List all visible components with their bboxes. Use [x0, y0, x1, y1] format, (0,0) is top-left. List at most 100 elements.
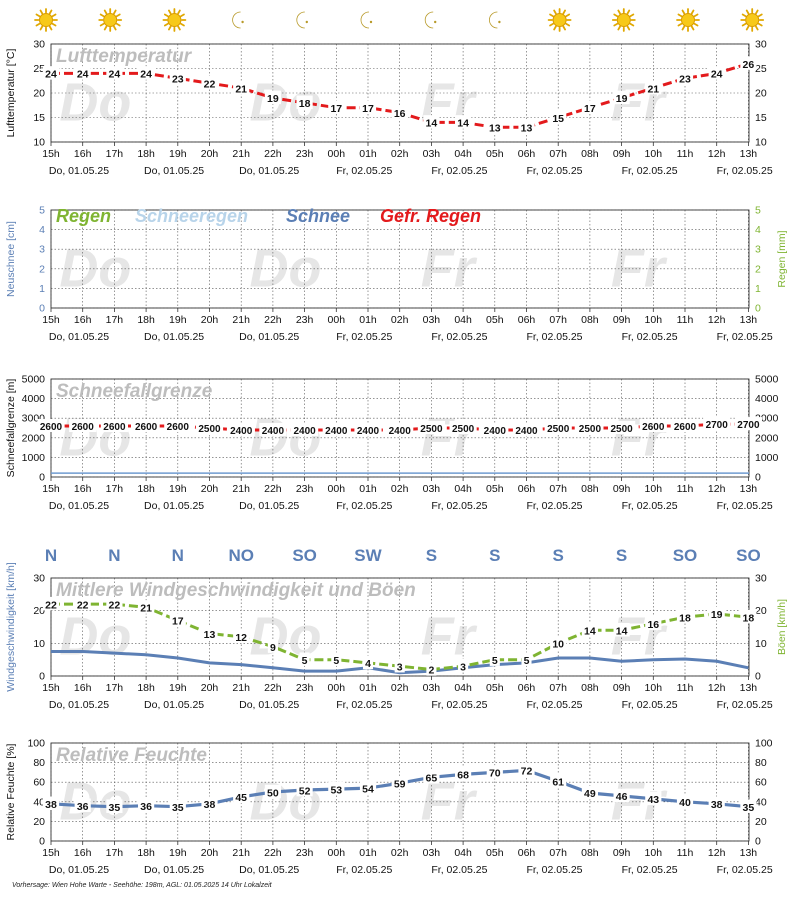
wind-direction-label: S: [426, 546, 437, 565]
x-tick-label: 06h: [518, 483, 536, 495]
sun-icon: [676, 8, 700, 32]
x-tick-label: 11h: [677, 682, 694, 694]
sun-ray: [51, 22, 57, 27]
weather-icon-row: [34, 8, 765, 32]
date-label: Do, 01.05.25: [239, 699, 299, 711]
sun-ray: [629, 13, 635, 18]
date-label: Fr, 02.05.25: [717, 500, 773, 512]
sun-ray: [163, 22, 169, 27]
sun-ray: [626, 25, 631, 31]
data-label: 35: [172, 802, 184, 814]
x-tick-label: 16h: [74, 682, 92, 694]
data-label-bg: [486, 120, 503, 134]
data-label-bg: [169, 613, 186, 627]
date-label: Do, 01.05.25: [49, 864, 109, 876]
x-tick-label: 04h: [454, 483, 472, 495]
x-tick-label: 00h: [328, 847, 346, 859]
data-label: 24: [45, 69, 57, 81]
sun-ray: [113, 25, 117, 31]
x-tick-label: 03h: [423, 314, 441, 326]
legend-entry: Schneeregen: [135, 206, 248, 226]
y-axis-label-left: Schneefallgrenze [m]: [5, 379, 17, 478]
date-label: Do, 01.05.25: [49, 699, 109, 711]
sun-icon: [547, 8, 572, 32]
x-tick-label: 13h: [740, 682, 758, 694]
date-label: Do, 01.05.25: [144, 500, 204, 512]
data-label: 15: [552, 113, 564, 125]
data-label-bg: [613, 788, 630, 803]
data-label-bg: [233, 629, 250, 644]
legend-entry: Gefr. Regen: [380, 206, 481, 226]
sun-ray: [617, 25, 621, 31]
wind-direction-label: N: [172, 546, 184, 565]
sun-ray: [741, 13, 747, 18]
data-label: 23: [172, 74, 184, 86]
x-tick-label: 21h: [232, 483, 250, 495]
data-label-bg: [42, 596, 60, 611]
data-label: 2400: [293, 426, 316, 437]
data-label-bg: [227, 422, 255, 436]
tick-right: 0: [755, 671, 761, 683]
data-label: 23: [679, 74, 691, 86]
moon-icon: [296, 11, 308, 29]
x-tick-label: 00h: [328, 682, 346, 694]
data-label: 16: [394, 108, 406, 120]
data-label-bg: [74, 66, 91, 80]
data-label: 3: [397, 661, 403, 673]
sun-ray: [51, 13, 57, 18]
data-label-bg: [550, 110, 567, 124]
y-axis-label-left: Lufttemperatur [°C]: [5, 49, 17, 138]
data-label-bg: [417, 421, 445, 434]
x-tick-label: 15h: [42, 682, 60, 694]
tick-left: 40: [33, 796, 45, 808]
data-label-bg: [291, 422, 319, 436]
data-label-bg: [201, 75, 218, 90]
data-label: 36: [140, 801, 152, 813]
data-label-bg: [613, 623, 630, 637]
data-label-bg: [645, 791, 662, 806]
x-tick-label: 19h: [169, 148, 187, 160]
data-label: 10: [552, 639, 564, 651]
watermark-day: Do: [250, 238, 322, 298]
tick-left: 2: [39, 263, 45, 275]
sun-ray: [562, 9, 566, 15]
wind-direction-label: N: [45, 546, 57, 565]
data-label-bg: [322, 422, 350, 436]
x-tick-label: 10h: [645, 682, 663, 694]
sun-ray: [626, 9, 631, 15]
data-label: 2400: [357, 426, 380, 437]
tick-left: 10: [33, 137, 45, 149]
x-tick-label: 01h: [359, 314, 377, 326]
sun-ray: [549, 13, 555, 18]
sun-ray: [693, 13, 699, 18]
data-label: 65: [426, 773, 438, 785]
data-label: 2600: [135, 422, 158, 433]
sun-ray: [629, 22, 635, 27]
tick-left: 30: [33, 39, 45, 51]
data-label: 17: [584, 103, 596, 115]
data-label-bg: [100, 419, 128, 433]
x-tick-label: 04h: [454, 847, 472, 859]
data-label: 35: [109, 802, 121, 814]
date-label: Do, 01.05.25: [239, 331, 299, 343]
wind-direction-label: S: [489, 546, 500, 565]
data-label-bg: [331, 652, 342, 666]
data-label-bg: [708, 66, 725, 80]
data-label-bg: [264, 784, 281, 799]
data-label: 2600: [674, 422, 697, 433]
date-label: Fr, 02.05.25: [431, 500, 487, 512]
x-tick-label: 01h: [359, 148, 377, 160]
date-label: Fr, 02.05.25: [717, 864, 773, 876]
sun-ray: [757, 13, 763, 18]
data-label-bg: [703, 417, 731, 431]
date-label: Fr, 02.05.25: [622, 331, 678, 343]
data-label-bg: [328, 100, 345, 114]
data-label-bg: [69, 419, 97, 433]
x-tick-label: 22h: [264, 148, 282, 160]
wind-direction-label: SO: [736, 546, 761, 565]
data-label: 14: [616, 626, 628, 638]
sun-ray: [99, 13, 105, 18]
moon-star: [305, 20, 308, 24]
tick-left: 0: [39, 836, 45, 848]
data-label-bg: [645, 616, 662, 630]
